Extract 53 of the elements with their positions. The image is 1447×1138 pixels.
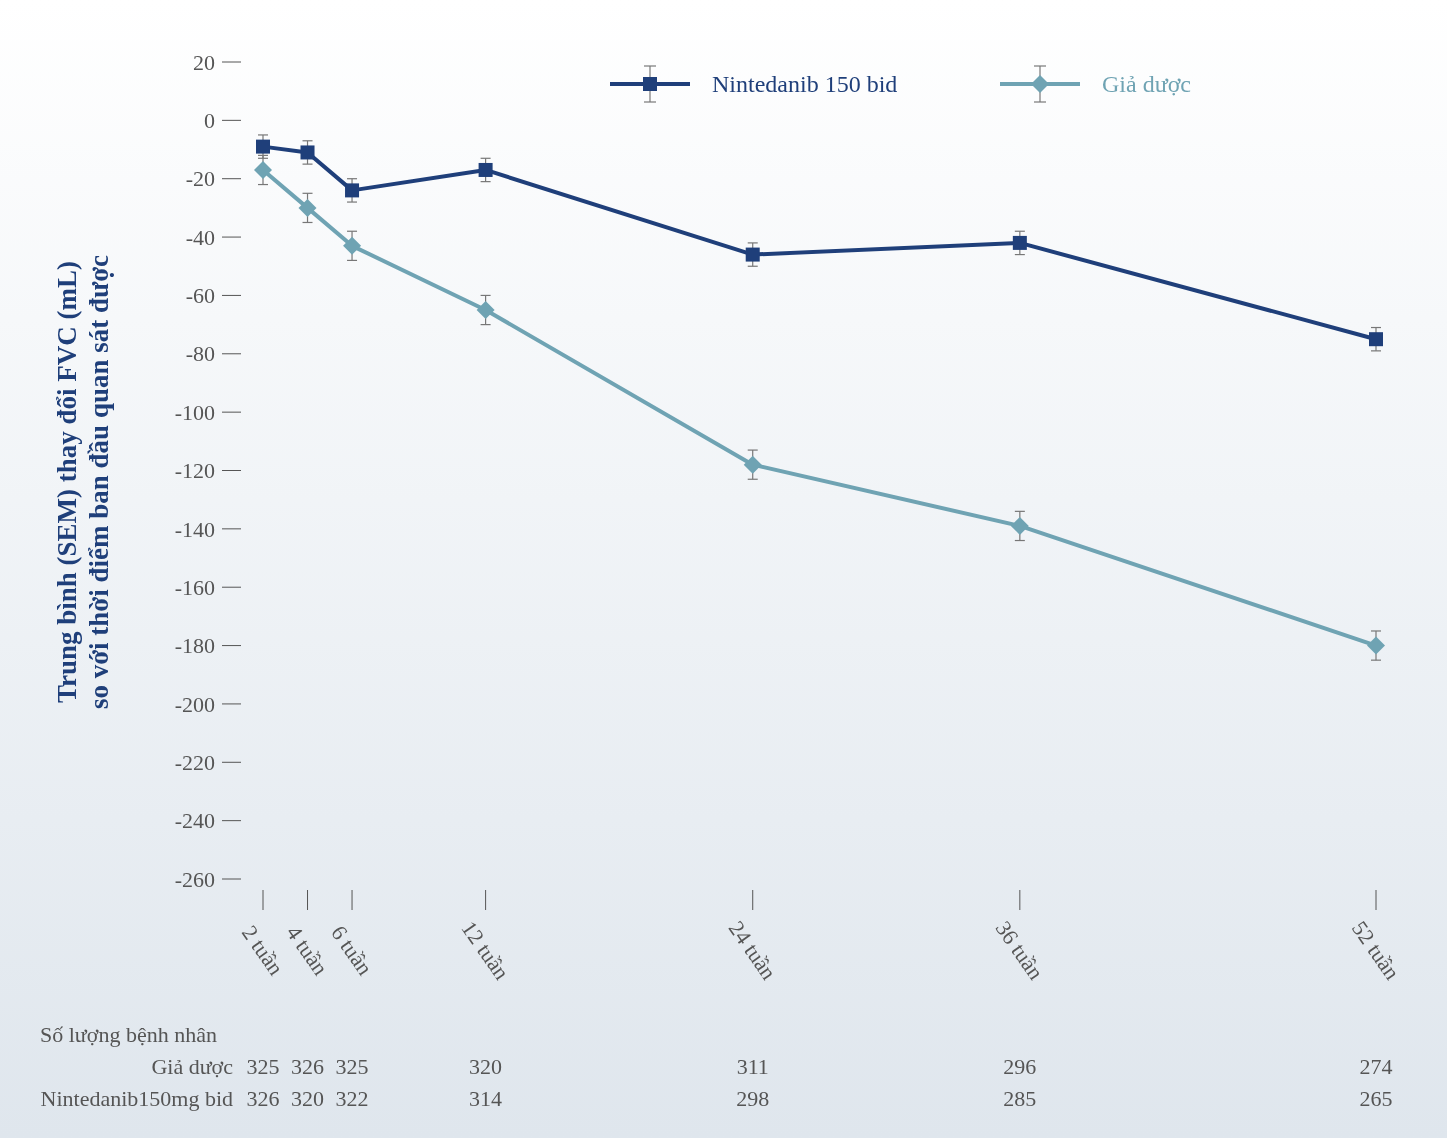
text: 285 [1003,1085,1037,1111]
text: 320 [469,1053,503,1079]
point [1010,516,1029,535]
point [343,236,362,255]
x-tick-label: 6 tuần [326,920,378,980]
text: 325 [246,1053,280,1079]
point [1367,636,1385,655]
y-tick-label: -140 [174,516,215,542]
y-tick-label: -240 [174,808,215,834]
y-tick-label: -120 [174,458,215,484]
y-tick-label: -20 [185,166,215,192]
text: 326 [246,1085,280,1111]
point [345,183,360,198]
y-tick-label: 20 [193,49,215,75]
text: 320 [291,1085,325,1111]
text: Số lượng bệnh nhân [40,1021,217,1047]
text: 274 [1359,1053,1393,1079]
text: 311 [736,1053,769,1079]
text: 265 [1359,1085,1393,1111]
text: 322 [335,1085,369,1111]
point [1012,235,1027,250]
text: 314 [469,1085,503,1111]
point [478,162,493,177]
x-tick-label: 36 tuần [990,916,1049,985]
text: 326 [291,1053,325,1079]
y-tick-label: -100 [174,399,215,425]
x-tick-label: 12 tuần [456,916,515,985]
y-tick-label: -200 [174,691,215,717]
y-tick-label: -180 [174,633,215,659]
point [743,455,762,474]
y-axis-title: Trung bình (SEM) thay đổi FVC (mL) so với thời điểm ban đầu quan sát được [52,254,114,710]
y-tick-label: -260 [174,866,215,892]
x-tick-label: 24 tuần [723,916,782,985]
text: 325 [335,1053,369,1079]
point [1369,332,1383,347]
point [300,145,315,160]
text: 296 [1003,1053,1037,1079]
y-tick-label: 0 [204,108,215,134]
y-tick-label: -40 [185,224,215,250]
point [298,198,317,217]
legend-label: Nintedanib 150 bid [712,71,898,98]
y-tick-label: -60 [185,283,215,309]
text: Giả dược [151,1053,234,1079]
y-tick-label: -160 [174,574,215,600]
y-tick-label: -80 [185,341,215,367]
y-tick-label: -220 [174,749,215,775]
text: 298 [736,1085,770,1111]
x-tick-label: 2 tuần [237,920,289,980]
point [476,301,495,320]
text: Nintedanib150mg bid [40,1085,233,1111]
legend-label: Giả dược [1102,71,1192,98]
x-tick-label: 52 tuần [1346,916,1405,985]
point [745,247,760,262]
